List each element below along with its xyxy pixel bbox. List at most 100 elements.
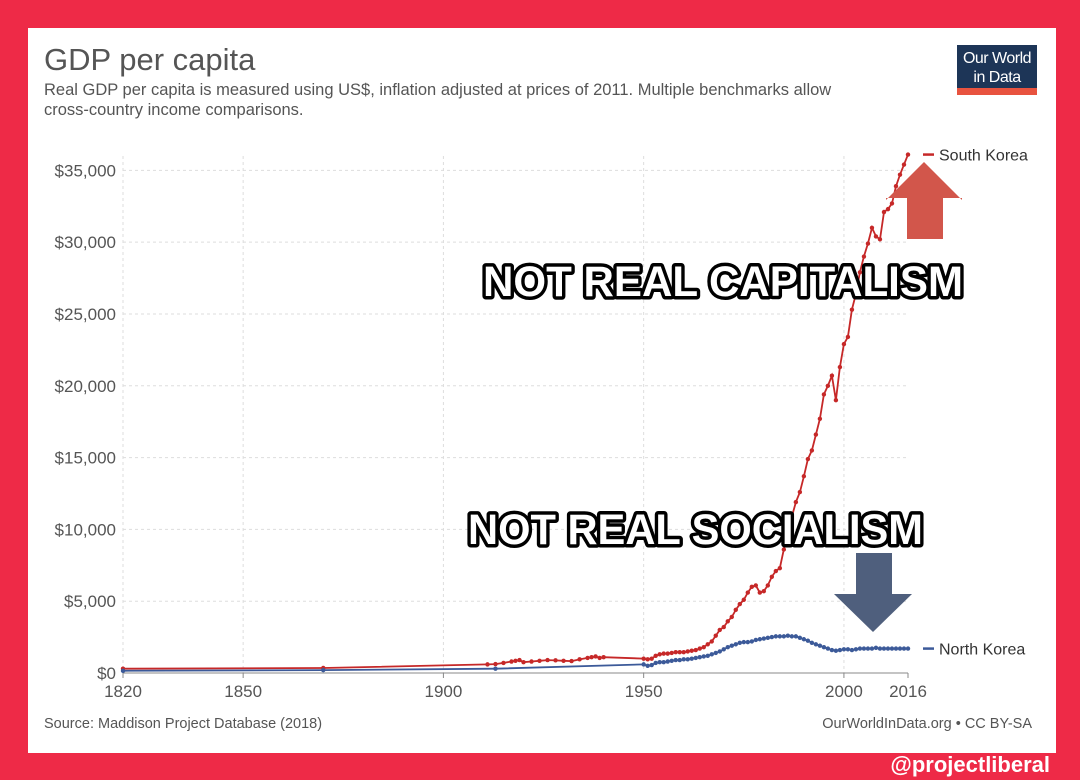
data-point[interactable]	[657, 660, 662, 665]
data-point[interactable]	[641, 662, 646, 667]
data-point[interactable]	[709, 652, 714, 657]
data-point[interactable]	[725, 619, 730, 624]
data-point[interactable]	[777, 634, 783, 639]
data-point[interactable]	[877, 646, 883, 651]
data-point[interactable]	[513, 658, 518, 663]
data-point[interactable]	[773, 634, 779, 639]
data-point[interactable]	[321, 667, 326, 673]
data-point[interactable]	[693, 655, 698, 661]
series-line-north-korea[interactable]	[122, 634, 908, 672]
data-point[interactable]	[841, 647, 847, 652]
data-point[interactable]	[761, 588, 767, 594]
data-point[interactable]	[833, 397, 839, 403]
data-point[interactable]	[745, 590, 750, 595]
data-point[interactable]	[817, 416, 823, 422]
data-point[interactable]	[741, 639, 746, 645]
data-point[interactable]	[681, 649, 686, 655]
data-point[interactable]	[849, 307, 855, 312]
data-point[interactable]	[589, 655, 594, 660]
data-point[interactable]	[717, 649, 722, 654]
data-point[interactable]	[561, 658, 566, 663]
data-point[interactable]	[865, 646, 871, 651]
license-link[interactable]: OurWorldInData.org • CC BY-SA	[822, 716, 1032, 732]
data-point[interactable]	[645, 657, 650, 662]
data-point[interactable]	[901, 162, 907, 167]
data-point[interactable]	[601, 655, 606, 660]
data-point[interactable]	[665, 651, 670, 656]
data-point[interactable]	[653, 653, 658, 658]
data-point[interactable]	[797, 489, 803, 495]
data-point[interactable]	[721, 647, 726, 652]
data-point[interactable]	[813, 642, 819, 647]
data-point[interactable]	[837, 364, 843, 370]
data-point[interactable]	[861, 646, 867, 651]
data-point[interactable]	[881, 209, 887, 215]
data-point[interactable]	[545, 657, 550, 663]
data-point[interactable]	[845, 647, 851, 652]
data-point[interactable]	[889, 646, 895, 651]
data-point[interactable]	[857, 646, 863, 651]
data-point[interactable]	[841, 341, 847, 347]
data-point[interactable]	[669, 650, 674, 656]
data-point[interactable]	[717, 627, 722, 633]
data-point[interactable]	[689, 648, 694, 653]
data-point[interactable]	[721, 624, 726, 630]
data-point[interactable]	[873, 234, 879, 239]
data-point[interactable]	[641, 656, 646, 661]
data-point[interactable]	[761, 636, 767, 641]
data-point[interactable]	[697, 655, 702, 660]
data-point[interactable]	[597, 655, 602, 661]
data-point[interactable]	[901, 646, 907, 651]
data-point[interactable]	[665, 659, 670, 664]
data-point[interactable]	[829, 373, 835, 378]
data-point[interactable]	[749, 639, 755, 644]
data-point[interactable]	[773, 568, 779, 574]
data-point[interactable]	[537, 658, 542, 663]
data-point[interactable]	[645, 663, 650, 669]
data-point[interactable]	[709, 639, 714, 644]
data-point[interactable]	[693, 647, 698, 653]
data-point[interactable]	[769, 634, 775, 640]
data-point[interactable]	[885, 206, 891, 212]
data-point[interactable]	[701, 654, 706, 659]
data-point[interactable]	[793, 634, 799, 639]
data-point[interactable]	[725, 644, 730, 650]
data-point[interactable]	[833, 648, 839, 653]
legend-label-north-korea[interactable]: North Korea	[939, 642, 1025, 659]
data-point[interactable]	[713, 633, 718, 638]
data-point[interactable]	[653, 660, 658, 666]
data-point[interactable]	[893, 183, 899, 189]
data-point[interactable]	[529, 659, 534, 664]
data-point[interactable]	[857, 270, 863, 275]
data-point[interactable]	[869, 646, 875, 651]
data-point[interactable]	[897, 646, 903, 651]
data-point[interactable]	[493, 661, 498, 667]
data-point[interactable]	[517, 657, 522, 663]
data-point[interactable]	[885, 646, 891, 651]
data-point[interactable]	[661, 660, 666, 665]
data-point[interactable]	[753, 583, 759, 588]
data-point[interactable]	[493, 666, 498, 671]
data-point[interactable]	[649, 656, 654, 661]
data-point[interactable]	[745, 639, 750, 645]
series-line-south-korea[interactable]	[122, 154, 909, 670]
data-point[interactable]	[729, 643, 734, 648]
data-point[interactable]	[681, 657, 686, 662]
data-point[interactable]	[661, 651, 666, 656]
data-point[interactable]	[685, 649, 690, 654]
data-point[interactable]	[765, 583, 771, 588]
data-point[interactable]	[905, 152, 911, 157]
data-point[interactable]	[809, 448, 815, 453]
data-point[interactable]	[789, 514, 795, 519]
data-point[interactable]	[845, 334, 851, 340]
data-point[interactable]	[737, 640, 742, 646]
data-point[interactable]	[741, 597, 746, 602]
data-point[interactable]	[705, 653, 710, 658]
data-point[interactable]	[733, 607, 738, 613]
data-point[interactable]	[873, 645, 879, 651]
data-point[interactable]	[677, 649, 682, 655]
data-point[interactable]	[585, 655, 590, 661]
data-point[interactable]	[813, 432, 819, 437]
data-point[interactable]	[897, 172, 903, 177]
data-point[interactable]	[785, 633, 791, 638]
